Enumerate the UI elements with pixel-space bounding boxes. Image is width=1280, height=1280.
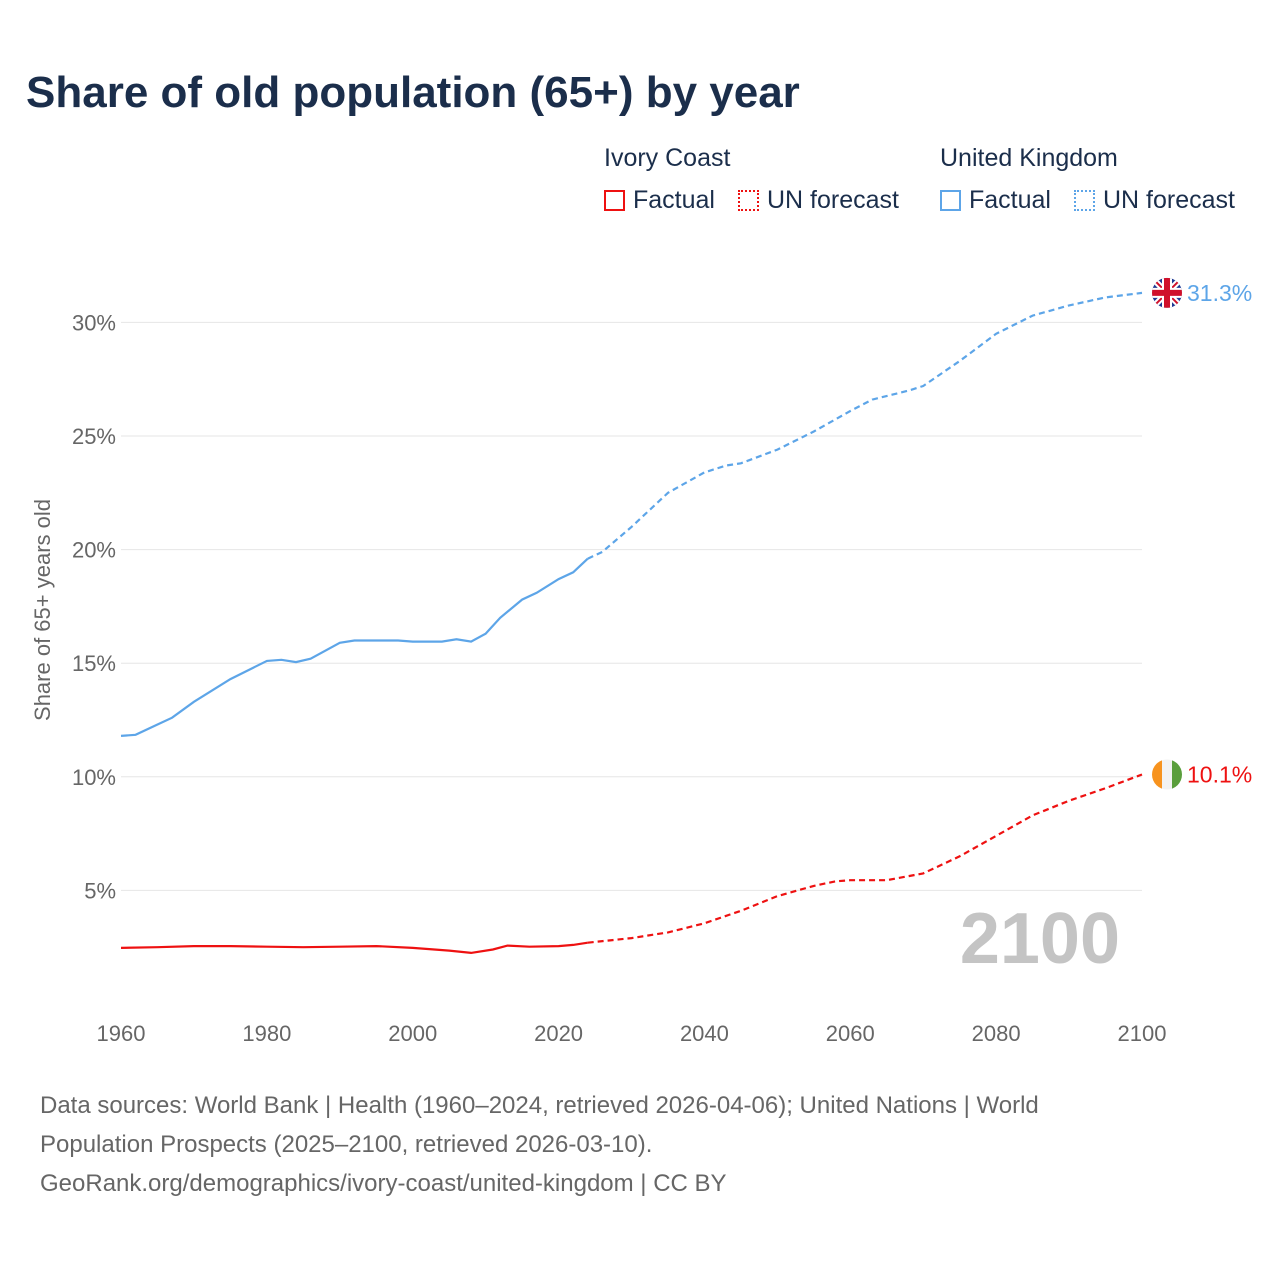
legend-swatch — [738, 190, 759, 211]
source-link[interactable]: GeoRank.org/demographics/ivory-coast/uni… — [40, 1170, 727, 1197]
legend-label: Factual — [969, 186, 1051, 214]
y-tick-label: 30% — [72, 310, 116, 335]
legend-swatch — [1074, 190, 1095, 211]
year-watermark: 2100 — [960, 899, 1120, 979]
uk-flag-icon — [1152, 277, 1182, 308]
y-tick-label: 20% — [72, 538, 116, 563]
end-label-ivory-coast: 10.1% — [1187, 762, 1252, 788]
chart-title: Share of old population (65+) by year — [26, 68, 800, 117]
legend-ivory-coast-factual[interactable]: Factual — [604, 186, 715, 215]
source-line: Population Prospects (2025–2100, retriev… — [40, 1131, 653, 1158]
legend-label: Factual — [633, 186, 715, 214]
x-tick-label: 1980 — [242, 1021, 291, 1046]
x-tick-label: 2100 — [1118, 1021, 1167, 1046]
y-tick-label: 5% — [84, 878, 116, 903]
line-ivory-coast-factual — [120, 941, 588, 955]
legend-swatch — [604, 190, 625, 211]
x-tick-label: 2040 — [680, 1021, 729, 1046]
legend-group-ivory-coast: Ivory Coast — [604, 144, 731, 172]
x-tick-label: 2020 — [534, 1021, 583, 1046]
legend-label: UN forecast — [767, 186, 899, 214]
y-tick-label: 10% — [72, 765, 116, 790]
legend-swatch — [940, 190, 961, 211]
line-united-kingdom-factual — [120, 557, 589, 737]
legend-uk-factual[interactable]: Factual — [940, 186, 1051, 215]
end-label-united-kingdom: 31.3% — [1187, 280, 1252, 306]
legend-uk-forecast[interactable]: UN forecast — [1074, 186, 1235, 215]
x-tick-label: 2000 — [388, 1021, 437, 1046]
legend-label: UN forecast — [1103, 186, 1235, 214]
legend-group-united-kingdom: United Kingdom — [940, 144, 1118, 172]
x-tick-label: 2060 — [826, 1021, 875, 1046]
y-axis-label: Share of 65+ years old — [30, 499, 55, 721]
x-tick-label: 2080 — [972, 1021, 1021, 1046]
line-ivory-coast-forecast — [587, 773, 1143, 944]
source-line: Data sources: World Bank | Health (1960–… — [40, 1092, 1039, 1119]
source-note: Data sources: World Bank | Health (1960–… — [40, 1086, 1240, 1203]
line-united-kingdom-forecast — [587, 291, 1143, 560]
y-tick-label: 25% — [72, 424, 116, 449]
x-tick-label: 1960 — [97, 1021, 146, 1046]
y-tick-label: 15% — [72, 651, 116, 676]
ivory-coast-flag-icon — [1152, 759, 1182, 790]
legend-ivory-coast-forecast[interactable]: UN forecast — [738, 186, 899, 215]
